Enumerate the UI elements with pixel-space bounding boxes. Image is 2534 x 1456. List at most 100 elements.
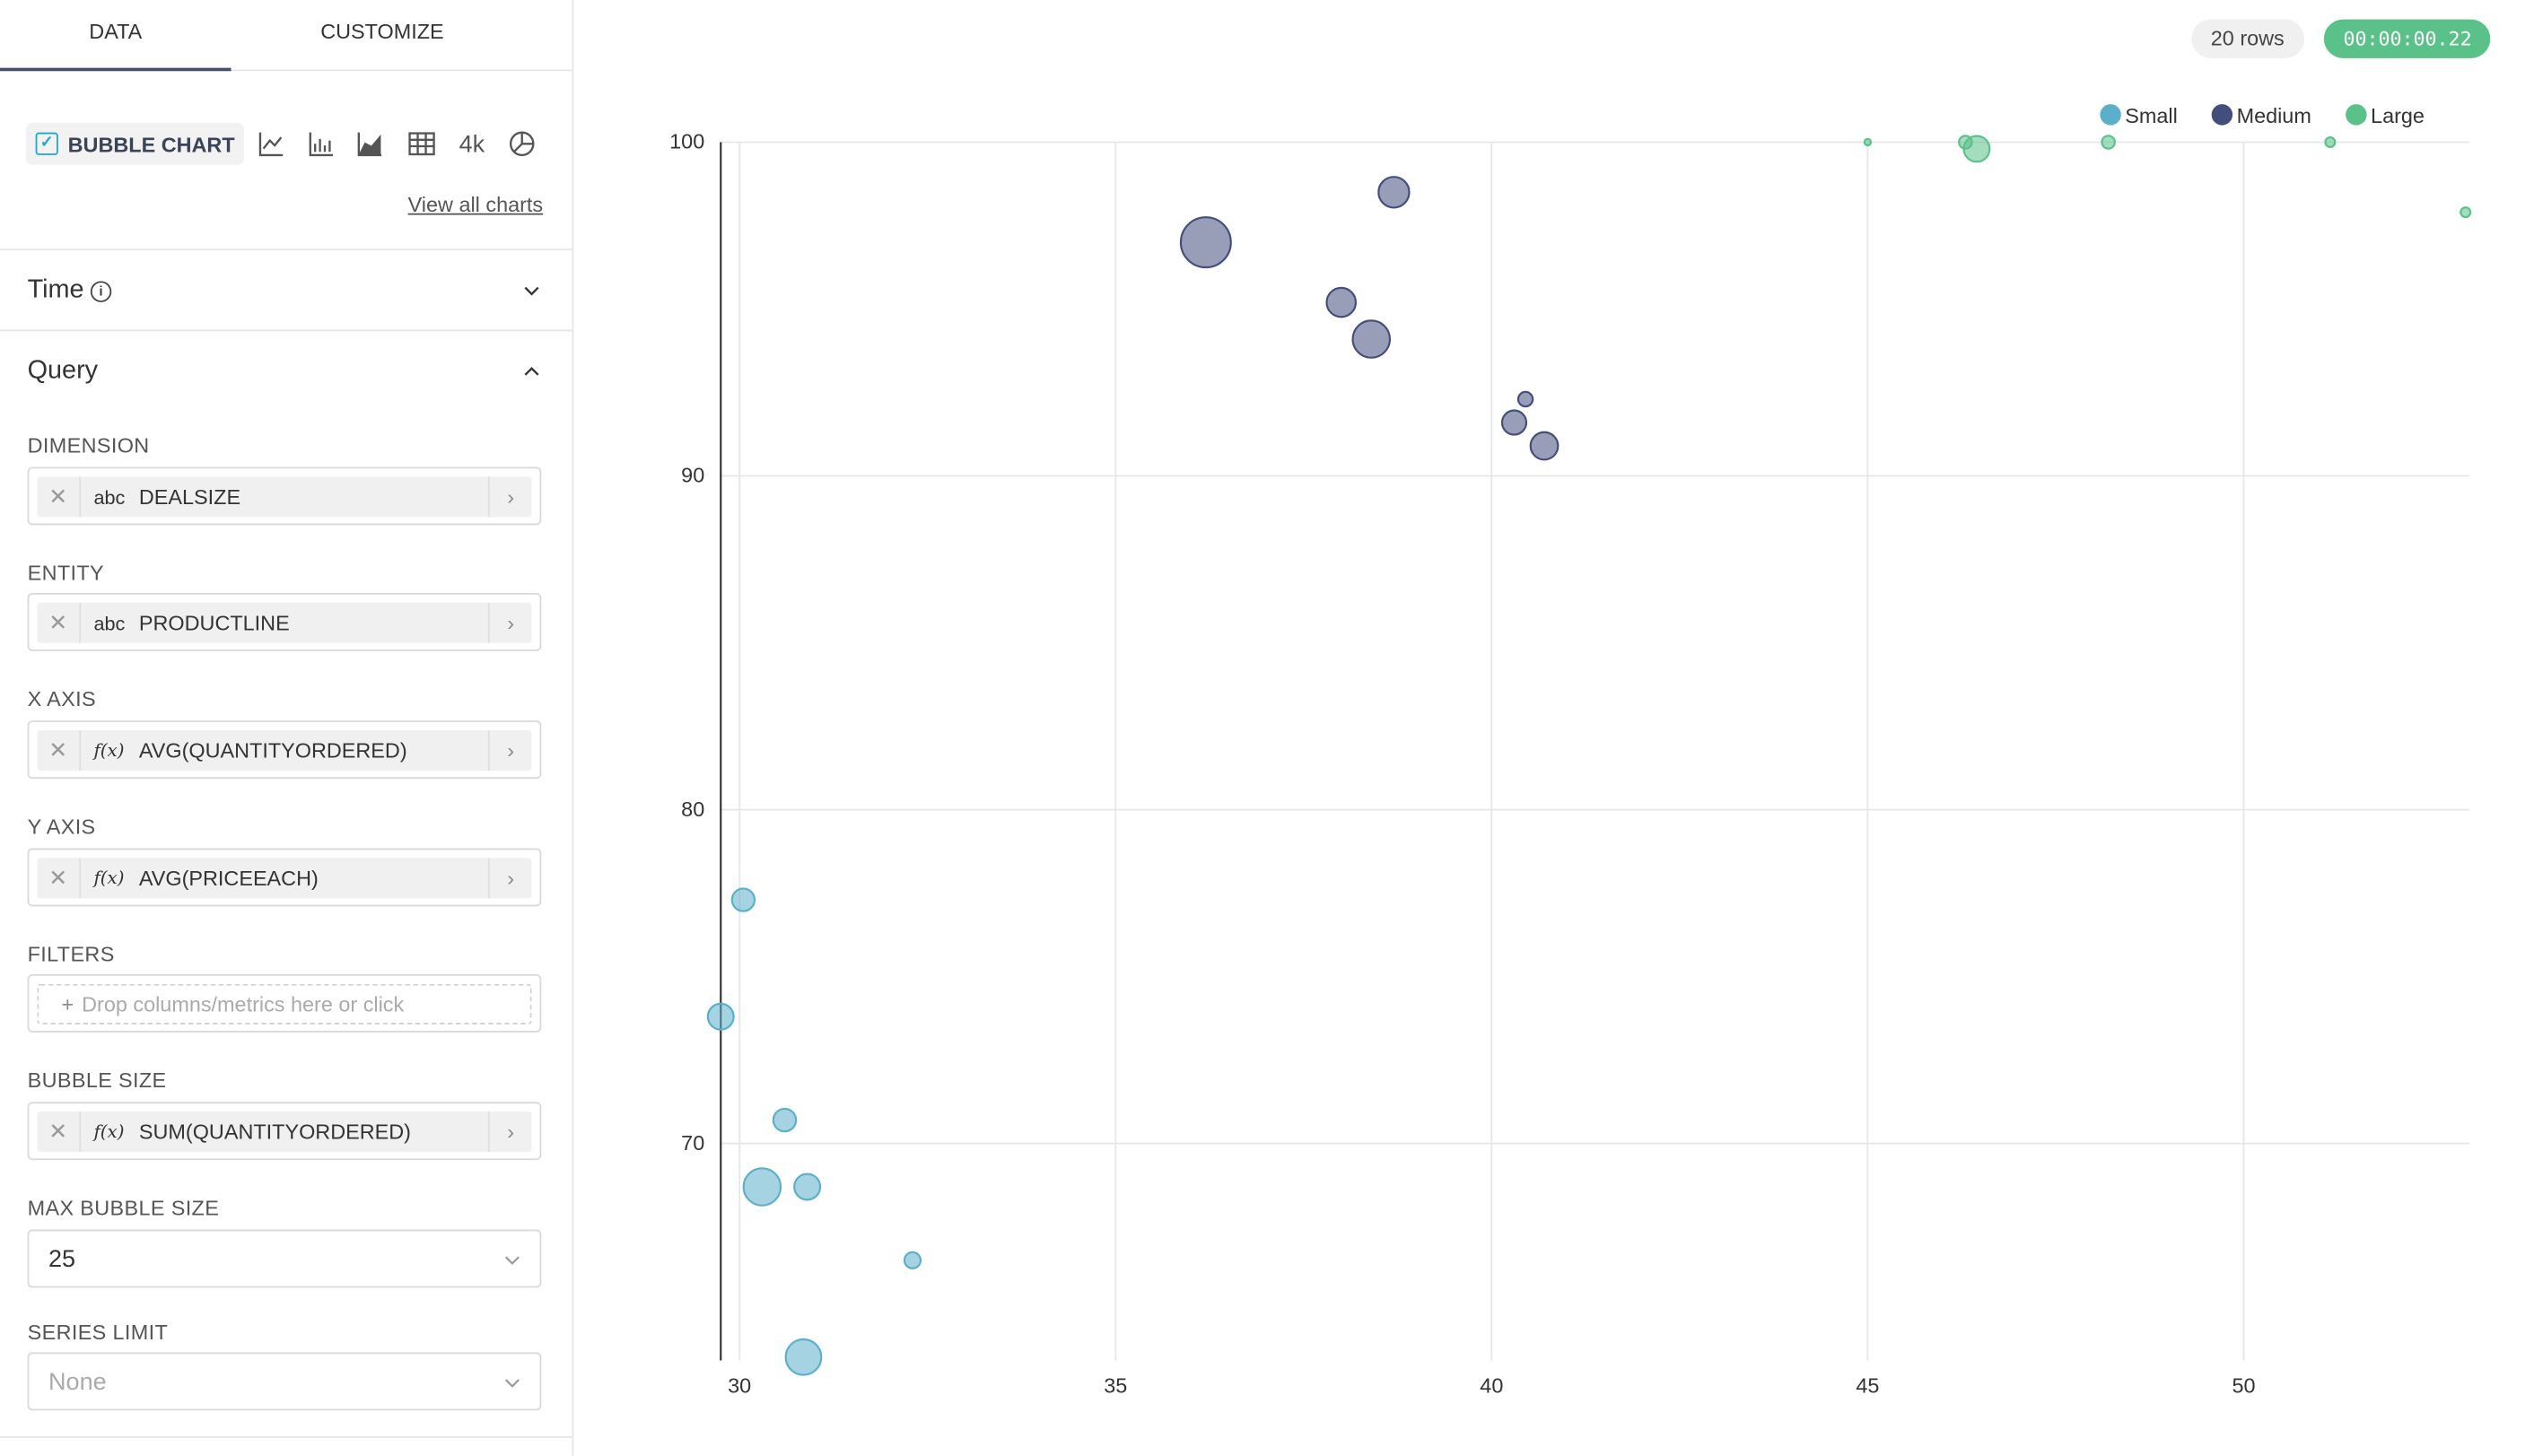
bubble-large[interactable]	[2460, 206, 2472, 219]
filters-dropzone[interactable]: + Drop columns/metrics here or click	[37, 983, 532, 1024]
dimension-field[interactable]: ✕ abc DEALSIZE ›	[27, 466, 542, 526]
panel-divider	[0, 1436, 572, 1438]
x-axis-value: AVG(QUANTITYORDERED)	[138, 738, 407, 763]
chevron-right-icon[interactable]: ›	[487, 1112, 532, 1153]
bubble-size-pill[interactable]: ✕ f(x) SUM(QUANTITYORDERED) ›	[37, 1112, 532, 1153]
viz-type-selector[interactable]: ✓ BUBBLE CHART	[25, 122, 245, 165]
bubble-medium[interactable]	[1529, 431, 1560, 461]
big-number-icon[interactable]: 4k	[456, 127, 488, 160]
time-section[interactable]: Time i	[0, 250, 572, 332]
bubble-medium[interactable]	[1500, 409, 1528, 436]
function-icon: f(x)	[93, 867, 125, 889]
x-tick-label: 30	[728, 1373, 751, 1397]
dimension-pill[interactable]: ✕ abc DEALSIZE ›	[37, 476, 532, 518]
entity-field[interactable]: ✕ abc PRODUCTLINE ›	[27, 592, 542, 651]
y-axis-field[interactable]: ✕ f(x) AVG(PRICEEACH) ›	[27, 848, 542, 907]
remove-icon[interactable]: ✕	[37, 858, 82, 899]
bubble-medium[interactable]	[1351, 319, 1392, 359]
series-limit-placeholder: None	[48, 1368, 107, 1397]
info-icon[interactable]: i	[90, 281, 112, 302]
bubble-size-field[interactable]: ✕ f(x) SUM(QUANTITYORDERED) ›	[27, 1102, 542, 1161]
bubble-medium[interactable]	[1325, 286, 1358, 318]
bubble-large[interactable]	[1962, 135, 1991, 163]
legend-label-small: Small	[2125, 104, 2178, 127]
tab-data[interactable]: DATA	[0, 0, 232, 72]
bubble-small[interactable]	[903, 1251, 922, 1269]
viz-type-section: ✓ BUBBLE CHART 4k View all charts	[0, 71, 572, 251]
max-bubble-size-value: 25	[48, 1245, 76, 1274]
bubble-small[interactable]	[772, 1107, 798, 1133]
legend-label-medium: Medium	[2237, 104, 2311, 127]
legend-swatch-medium	[2211, 104, 2233, 126]
bubble-medium[interactable]	[1179, 216, 1232, 269]
chevron-down-icon	[504, 1379, 520, 1388]
bubble-chart[interactable]: 30 35 40 45 50 70 80 90 100 Small Medium Large	[573, 0, 2534, 1456]
chevron-right-icon[interactable]: ›	[487, 858, 532, 899]
bubble-medium[interactable]	[1516, 390, 1534, 408]
remove-icon[interactable]: ✕	[37, 602, 82, 643]
checkbox-icon: ✓	[35, 132, 58, 155]
x-axis-field[interactable]: ✕ f(x) AVG(QUANTITYORDERED) ›	[27, 720, 542, 780]
chevron-right-icon[interactable]: ›	[487, 476, 532, 518]
bubble-small[interactable]	[793, 1173, 822, 1201]
row-count-badge: 20 rows	[2191, 19, 2304, 58]
y-tick-label: 80	[681, 798, 704, 821]
y-tick-label: 90	[681, 464, 704, 487]
y-axis-label: Y AXIS	[27, 814, 96, 839]
filters-placeholder: Drop columns/metrics here or click	[82, 991, 405, 1016]
plus-icon: +	[61, 991, 74, 1016]
bubble-medium[interactable]	[1377, 176, 1411, 209]
bubble-large[interactable]	[2324, 136, 2337, 148]
table-icon[interactable]	[406, 127, 438, 160]
series-limit-label: SERIES LIMIT	[27, 1320, 169, 1345]
y-tick-label: 100	[669, 130, 704, 153]
view-all-charts-link[interactable]: View all charts	[407, 192, 544, 217]
filters-label: FILTERS	[27, 941, 115, 966]
filters-field[interactable]: + Drop columns/metrics here or click	[27, 974, 542, 1033]
y-axis-pill[interactable]: ✕ f(x) AVG(PRICEEACH) ›	[37, 858, 532, 899]
viz-type-label: BUBBLE CHART	[67, 131, 235, 156]
query-section-title: Query	[27, 357, 99, 385]
remove-icon[interactable]: ✕	[37, 1112, 82, 1153]
bubble-small[interactable]	[706, 1002, 735, 1031]
bar-chart-icon[interactable]	[305, 127, 337, 160]
control-panel: DATA CUSTOMIZE ✓ BUBBLE CHART 4k	[0, 0, 574, 1456]
pie-chart-icon[interactable]	[506, 127, 538, 160]
x-tick-label: 40	[1480, 1373, 1503, 1397]
bubble-small[interactable]	[784, 1338, 823, 1376]
chevron-down-icon[interactable]	[524, 283, 540, 299]
area-chart-icon[interactable]	[354, 127, 386, 160]
legend-swatch-large	[2346, 104, 2367, 126]
tab-customize[interactable]: CUSTOMIZE	[320, 19, 444, 44]
bubble-large[interactable]	[2101, 135, 2116, 150]
entity-value: PRODUCTLINE	[138, 610, 290, 635]
x-axis-pill[interactable]: ✕ f(x) AVG(QUANTITYORDERED) ›	[37, 730, 532, 772]
x-tick-label: 50	[2232, 1373, 2255, 1397]
column-type-label: abc	[93, 611, 126, 634]
x-tick-label: 45	[1856, 1373, 1879, 1397]
chevron-down-icon	[504, 1256, 520, 1265]
y-tick-label: 70	[681, 1131, 704, 1155]
remove-icon[interactable]: ✕	[37, 730, 82, 772]
entity-pill[interactable]: ✕ abc PRODUCTLINE ›	[37, 602, 532, 643]
query-section[interactable]: Query	[0, 331, 572, 410]
bubble-small[interactable]	[730, 887, 756, 912]
chart-area: 20 rows 00:00:00.22 30 35 40 45 50 70 80 90 100 S…	[573, 0, 2534, 1456]
legend-swatch-small	[2100, 104, 2121, 126]
bubble-large[interactable]	[1863, 137, 1873, 147]
time-title-text: Time	[27, 275, 84, 304]
query-timer-badge: 00:00:00.22	[2323, 19, 2492, 58]
bubble-small[interactable]	[742, 1167, 782, 1207]
entity-label: ENTITY	[27, 560, 105, 585]
y-axis-value: AVG(PRICEEACH)	[138, 866, 319, 891]
remove-icon[interactable]: ✕	[37, 476, 82, 518]
function-icon: f(x)	[93, 1120, 125, 1143]
line-chart-icon[interactable]	[256, 127, 288, 160]
chevron-right-icon[interactable]: ›	[487, 602, 532, 643]
legend-label-large: Large	[2371, 104, 2425, 127]
series-limit-select[interactable]: None	[27, 1352, 542, 1411]
max-bubble-size-select[interactable]: 25	[27, 1229, 542, 1288]
chevron-up-icon[interactable]	[524, 363, 540, 379]
chevron-right-icon[interactable]: ›	[487, 730, 532, 772]
